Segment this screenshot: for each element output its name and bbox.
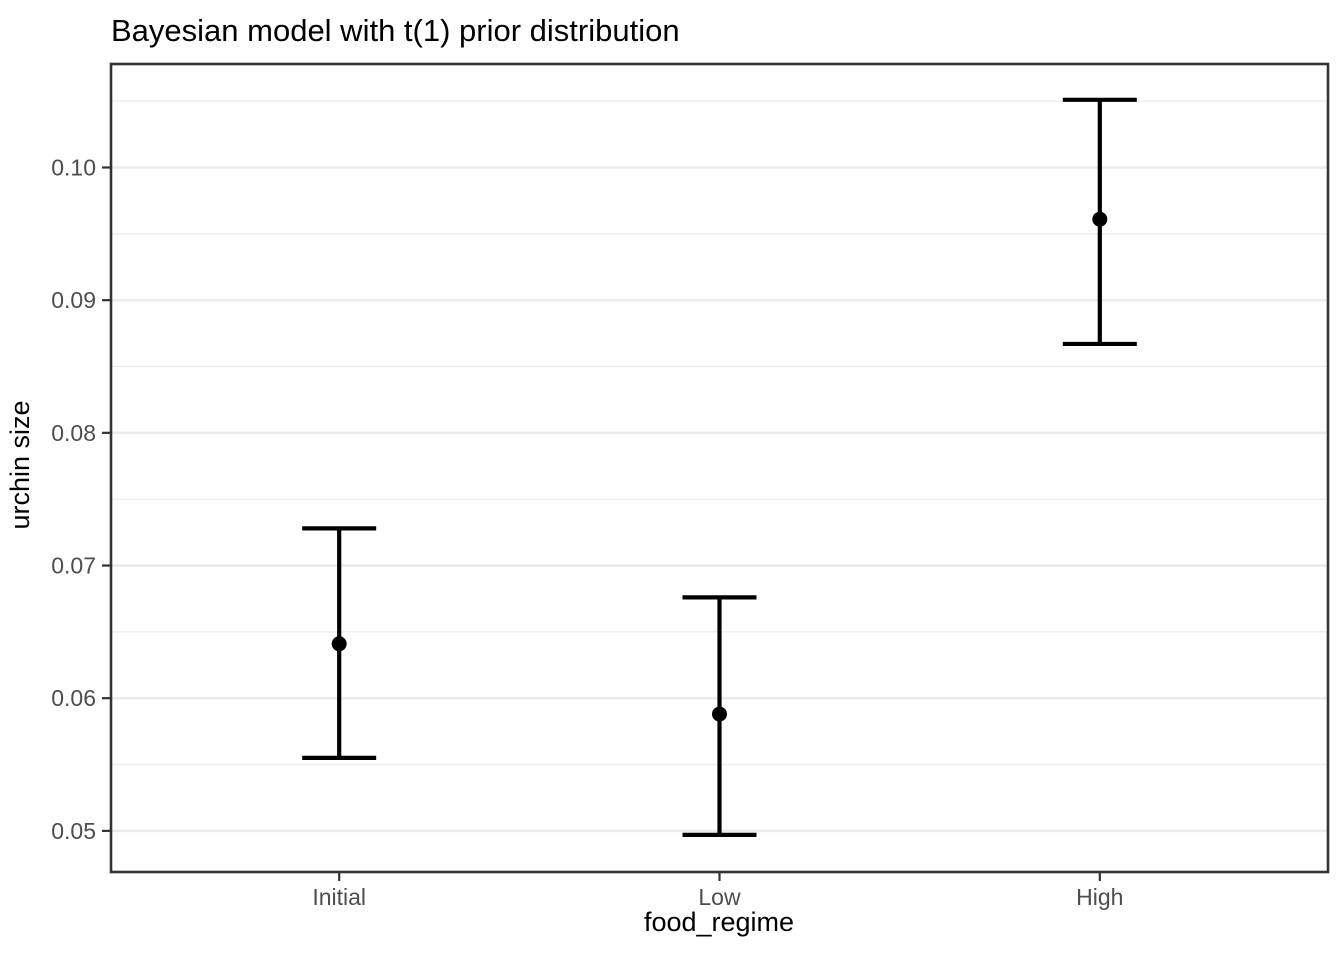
point-estimate [331, 636, 347, 652]
gridlines [111, 100, 1328, 833]
errorbar-data-layer [302, 97, 1137, 837]
y-tick-label: 0.08 [51, 420, 96, 446]
x-axis-title: food_regime [644, 907, 794, 937]
y-axis-title: urchin size [5, 400, 35, 529]
point-estimate [712, 706, 727, 722]
y-tick-label: 0.05 [51, 818, 96, 844]
x-tick-label: High [1076, 884, 1123, 910]
x-tick-label: Initial [312, 884, 366, 910]
y-tick-label: 0.06 [51, 685, 96, 711]
y-tick-label: 0.07 [51, 553, 96, 579]
y-tick-label: 0.09 [51, 287, 96, 313]
axes: 0.05 0.06 0.07 0.08 0.09 0.10 Initial Low High [51, 154, 1123, 910]
chart-title: Bayesian model with t(1) prior distribut… [111, 13, 680, 48]
x-tick-label: Low [698, 884, 741, 910]
y-tick-label: 0.10 [51, 154, 96, 180]
point-estimate [1092, 211, 1108, 227]
